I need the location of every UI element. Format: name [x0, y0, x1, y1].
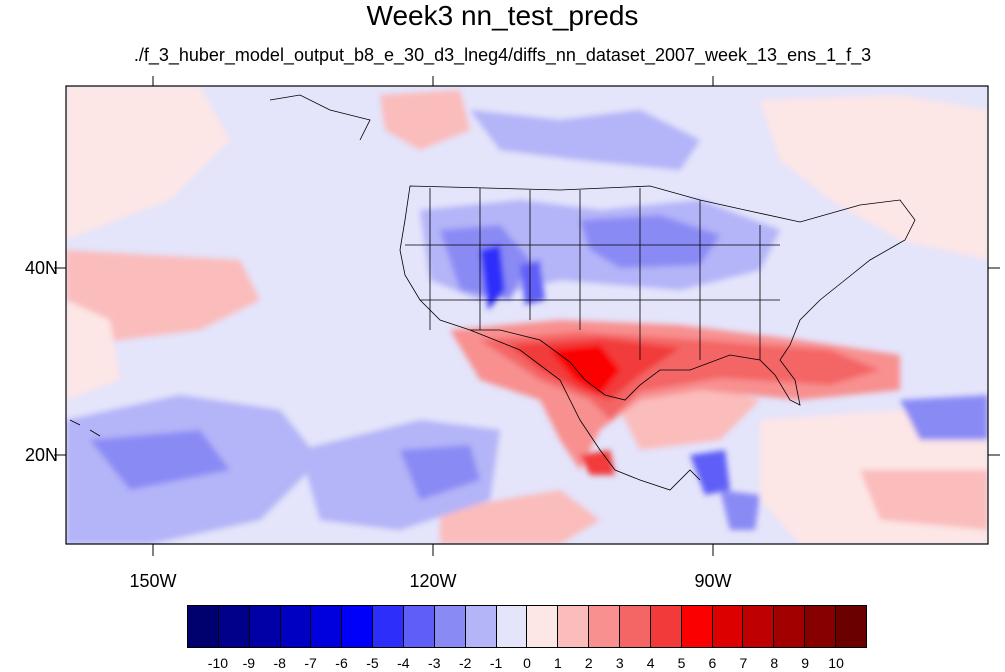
colorbar-box — [188, 606, 219, 647]
colorbar-label: 9 — [801, 655, 810, 671]
colorbar-box — [527, 606, 559, 647]
colorbar-box — [311, 606, 343, 647]
colorbar-box — [836, 606, 866, 647]
colorbar-label: -9 — [242, 655, 256, 671]
axis-ticks — [54, 76, 1000, 556]
colorbar-label: -3 — [428, 655, 441, 671]
lon-label-150w: 150W — [129, 571, 177, 591]
colorbar-box — [712, 606, 744, 647]
colorbar-box — [373, 606, 405, 647]
colorbar-label: 8 — [770, 655, 779, 671]
map-title: Week3 nn_test_preds — [366, 0, 639, 31]
colorbar-box — [465, 606, 497, 647]
colorbar-box — [743, 606, 775, 647]
colorbar-box — [342, 606, 374, 647]
colorbar-label: -6 — [335, 655, 348, 671]
anomaly-field — [66, 86, 988, 544]
colorbar-label: 6 — [708, 655, 717, 671]
colorbar-box — [218, 606, 250, 647]
colorbar — [187, 605, 867, 648]
lon-label-120w: 120W — [409, 571, 457, 591]
colorbar-box — [249, 606, 281, 647]
lat-label-20n: 20N — [24, 445, 58, 465]
lon-label-90w: 90W — [694, 571, 732, 591]
colorbar-box — [681, 606, 713, 647]
colorbar-label: 5 — [677, 655, 686, 671]
colorbar-label: 2 — [584, 655, 593, 671]
lat-label-40n: 40N — [24, 258, 58, 278]
colorbar-label: -10 — [207, 655, 229, 671]
colorbar-box — [805, 606, 837, 647]
map-frame — [65, 85, 989, 545]
map-subtitle: ./f_3_huber_model_output_b8_e_30_d3_lneg… — [133, 45, 872, 65]
colorbar-label: 4 — [646, 655, 655, 671]
colorbar-label: -8 — [273, 655, 286, 671]
colorbar-box — [558, 606, 590, 647]
colorbar-label: -5 — [366, 655, 379, 671]
colorbar-label: -1 — [489, 655, 503, 671]
colorbar-label: -2 — [458, 655, 472, 671]
colorbar-label: 1 — [554, 655, 562, 671]
colorbar-label: -7 — [304, 655, 317, 671]
colorbar-box — [620, 606, 651, 647]
colorbar-box — [650, 606, 682, 647]
colorbar-box — [774, 606, 806, 647]
colorbar-box — [404, 606, 435, 647]
colorbar-label: 10 — [828, 655, 844, 671]
colorbar-label: 3 — [615, 655, 624, 671]
colorbar-box — [434, 606, 466, 647]
colorbar-box — [280, 606, 312, 647]
colorbar-box — [496, 606, 528, 647]
colorbar-label: 7 — [739, 655, 748, 671]
colorbar-label: 0 — [523, 655, 531, 671]
colorbar-box — [589, 606, 621, 647]
colorbar-label: -4 — [397, 655, 410, 671]
map-plot — [54, 76, 1000, 556]
coastline-outlines — [69, 94, 916, 491]
